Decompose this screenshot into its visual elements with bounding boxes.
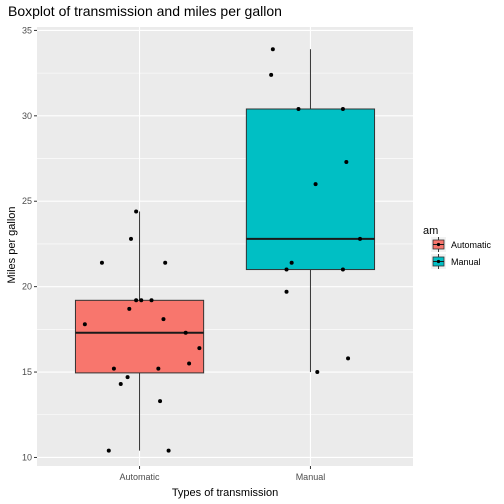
legend-label-automatic: Automatic xyxy=(451,240,492,250)
data-point xyxy=(358,236,363,241)
data-point xyxy=(284,289,289,294)
data-point xyxy=(99,260,104,265)
y-tick-label: 20 xyxy=(22,282,32,292)
legend-key-point xyxy=(436,259,441,264)
legend-label-manual: Manual xyxy=(451,257,481,267)
data-point xyxy=(270,47,275,52)
data-point xyxy=(156,366,161,371)
data-point xyxy=(149,298,154,303)
x-axis-title: Types of transmission xyxy=(172,487,278,499)
data-point xyxy=(344,159,349,164)
box-layer xyxy=(74,49,376,451)
point-layer xyxy=(82,47,363,453)
legend-title: am xyxy=(423,225,438,237)
data-point xyxy=(269,72,274,77)
y-tick-label: 35 xyxy=(22,25,32,35)
data-point xyxy=(129,236,133,241)
x-tick-label: Automatic xyxy=(120,472,161,482)
legend-key-point xyxy=(436,242,441,247)
y-tick-label: 30 xyxy=(22,111,32,121)
data-point xyxy=(340,267,345,272)
data-point xyxy=(163,260,168,265)
data-point xyxy=(313,182,318,187)
data-point xyxy=(125,375,130,380)
data-point xyxy=(158,399,163,404)
data-point xyxy=(315,370,320,375)
data-point xyxy=(346,356,351,361)
data-point xyxy=(118,382,123,387)
data-point xyxy=(183,330,188,335)
data-point xyxy=(284,267,289,272)
box-automatic xyxy=(74,299,205,374)
y-tick-label: 15 xyxy=(22,367,32,377)
y-tick-label: 10 xyxy=(22,452,32,462)
axis-layer: 10 15 20 25 30 35 Automatic Manual xyxy=(22,25,325,482)
data-point xyxy=(106,448,111,453)
y-tick-label: 25 xyxy=(22,196,32,206)
data-point xyxy=(187,361,192,366)
legend: am Automatic Manual xyxy=(423,225,492,269)
data-point xyxy=(166,448,171,453)
data-point xyxy=(197,346,202,351)
data-point xyxy=(289,260,294,265)
data-point xyxy=(82,322,87,327)
data-point xyxy=(340,106,345,111)
data-point xyxy=(134,298,139,303)
data-point xyxy=(111,366,116,371)
data-point xyxy=(161,317,166,322)
data-point xyxy=(139,298,144,303)
data-point xyxy=(134,209,139,214)
data-point xyxy=(127,306,132,311)
chart-title: Boxplot of transmission and miles per ga… xyxy=(8,3,282,19)
y-axis-title: Miles per gallon xyxy=(6,206,18,283)
x-tick-label: Manual xyxy=(296,472,326,482)
box-manual xyxy=(245,108,376,271)
data-point xyxy=(296,106,301,111)
